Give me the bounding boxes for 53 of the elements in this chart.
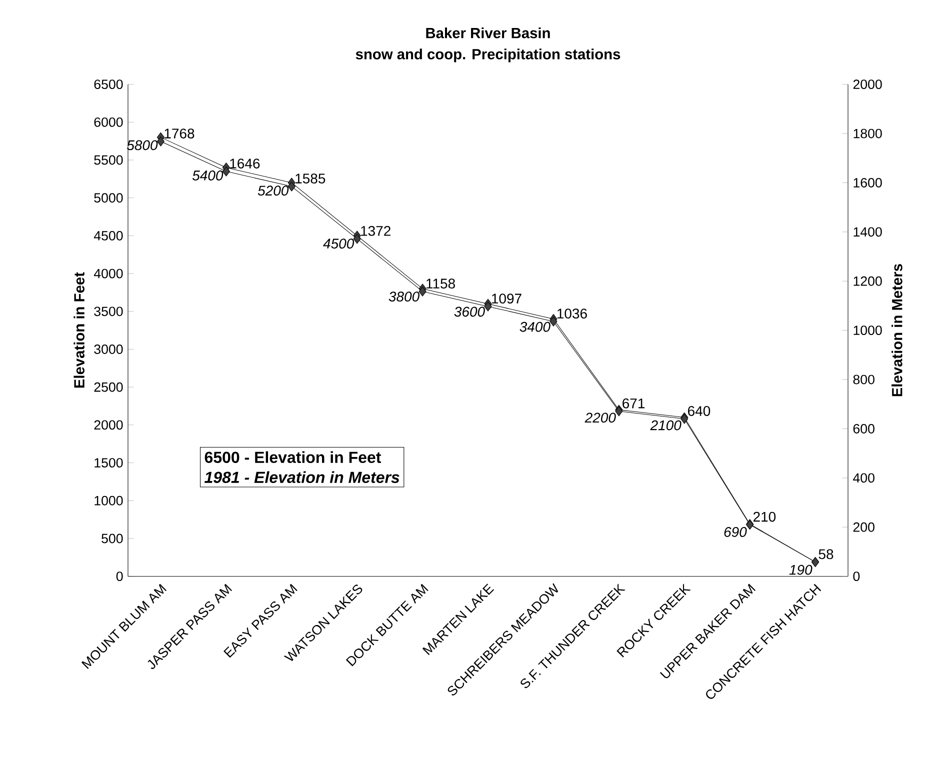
y-tick-label: 5500 (94, 155, 123, 165)
y2-tick-label: 800 (853, 374, 874, 384)
data-label: 1585 (296, 174, 326, 184)
data-label: 5200 (258, 186, 289, 196)
data-label: 4500 (323, 238, 354, 249)
y-tick-label: 3500 (94, 306, 123, 316)
y-tick-label: 500 (102, 534, 123, 544)
data-label: 1372 (361, 226, 390, 236)
data-label: 1768 (164, 128, 194, 138)
data-label: 1158 (426, 278, 455, 289)
y-tick-label: 5000 (94, 193, 123, 203)
data-label: 1097 (492, 294, 522, 304)
chart-subtitle: snow and coop. Precipitation stations (356, 48, 620, 62)
data-label: 3800 (388, 292, 420, 302)
y-tick-label: 3000 (94, 344, 123, 354)
data-label: 1646 (230, 158, 260, 168)
y2-tick-label: 1600 (854, 178, 882, 188)
y-tick-label: 0 (116, 572, 123, 582)
data-label: 190 (789, 564, 812, 575)
data-label: 2100 (650, 420, 682, 430)
data-label: 5800 (126, 140, 158, 150)
data-label: 5400 (192, 170, 224, 180)
annotation: 6500 - Elevation in Feet (204, 451, 382, 464)
y-tick-label: 4500 (94, 231, 123, 240)
y2-tick-label: 600 (853, 424, 874, 434)
data-label: 2200 (584, 412, 616, 423)
y-tick-label: 2500 (94, 382, 123, 392)
y2-tick-label: 1800 (854, 128, 882, 138)
data-label: 690 (724, 527, 747, 537)
y-tick-label: 6000 (94, 117, 123, 127)
y2-tick-label: 200 (853, 522, 874, 532)
y2-tick-label: 1400 (854, 227, 882, 237)
chart-title: Baker River Basin (426, 28, 550, 38)
data-label: 210 (753, 512, 776, 522)
data-label: 671 (622, 398, 645, 408)
y-axis-title: Elevation in Feet (74, 272, 84, 388)
y2-axis-title: Elevation in Meters (892, 264, 902, 396)
y-tick-label: 1500 (94, 458, 123, 468)
y2-tick-label: 400 (853, 473, 874, 483)
data-label: 3400 (520, 322, 550, 332)
annotation: 1981 - Elevation in Meters (204, 471, 400, 484)
data-label: 640 (688, 406, 710, 416)
y-tick-label: 4000 (94, 268, 123, 278)
data-label: 1036 (557, 308, 587, 319)
data-label: 3600 (454, 306, 485, 317)
y-tick-label: 6500 (94, 80, 123, 90)
y-tick-label: 1000 (94, 496, 123, 506)
data-label: 58 (818, 549, 834, 560)
y2-tick-label: 0 (853, 572, 860, 582)
y2-tick-label: 2000 (853, 80, 882, 90)
y-tick-label: 2000 (94, 420, 123, 430)
y2-tick-label: 1000 (854, 326, 882, 336)
y2-tick-label: 1200 (854, 276, 882, 286)
